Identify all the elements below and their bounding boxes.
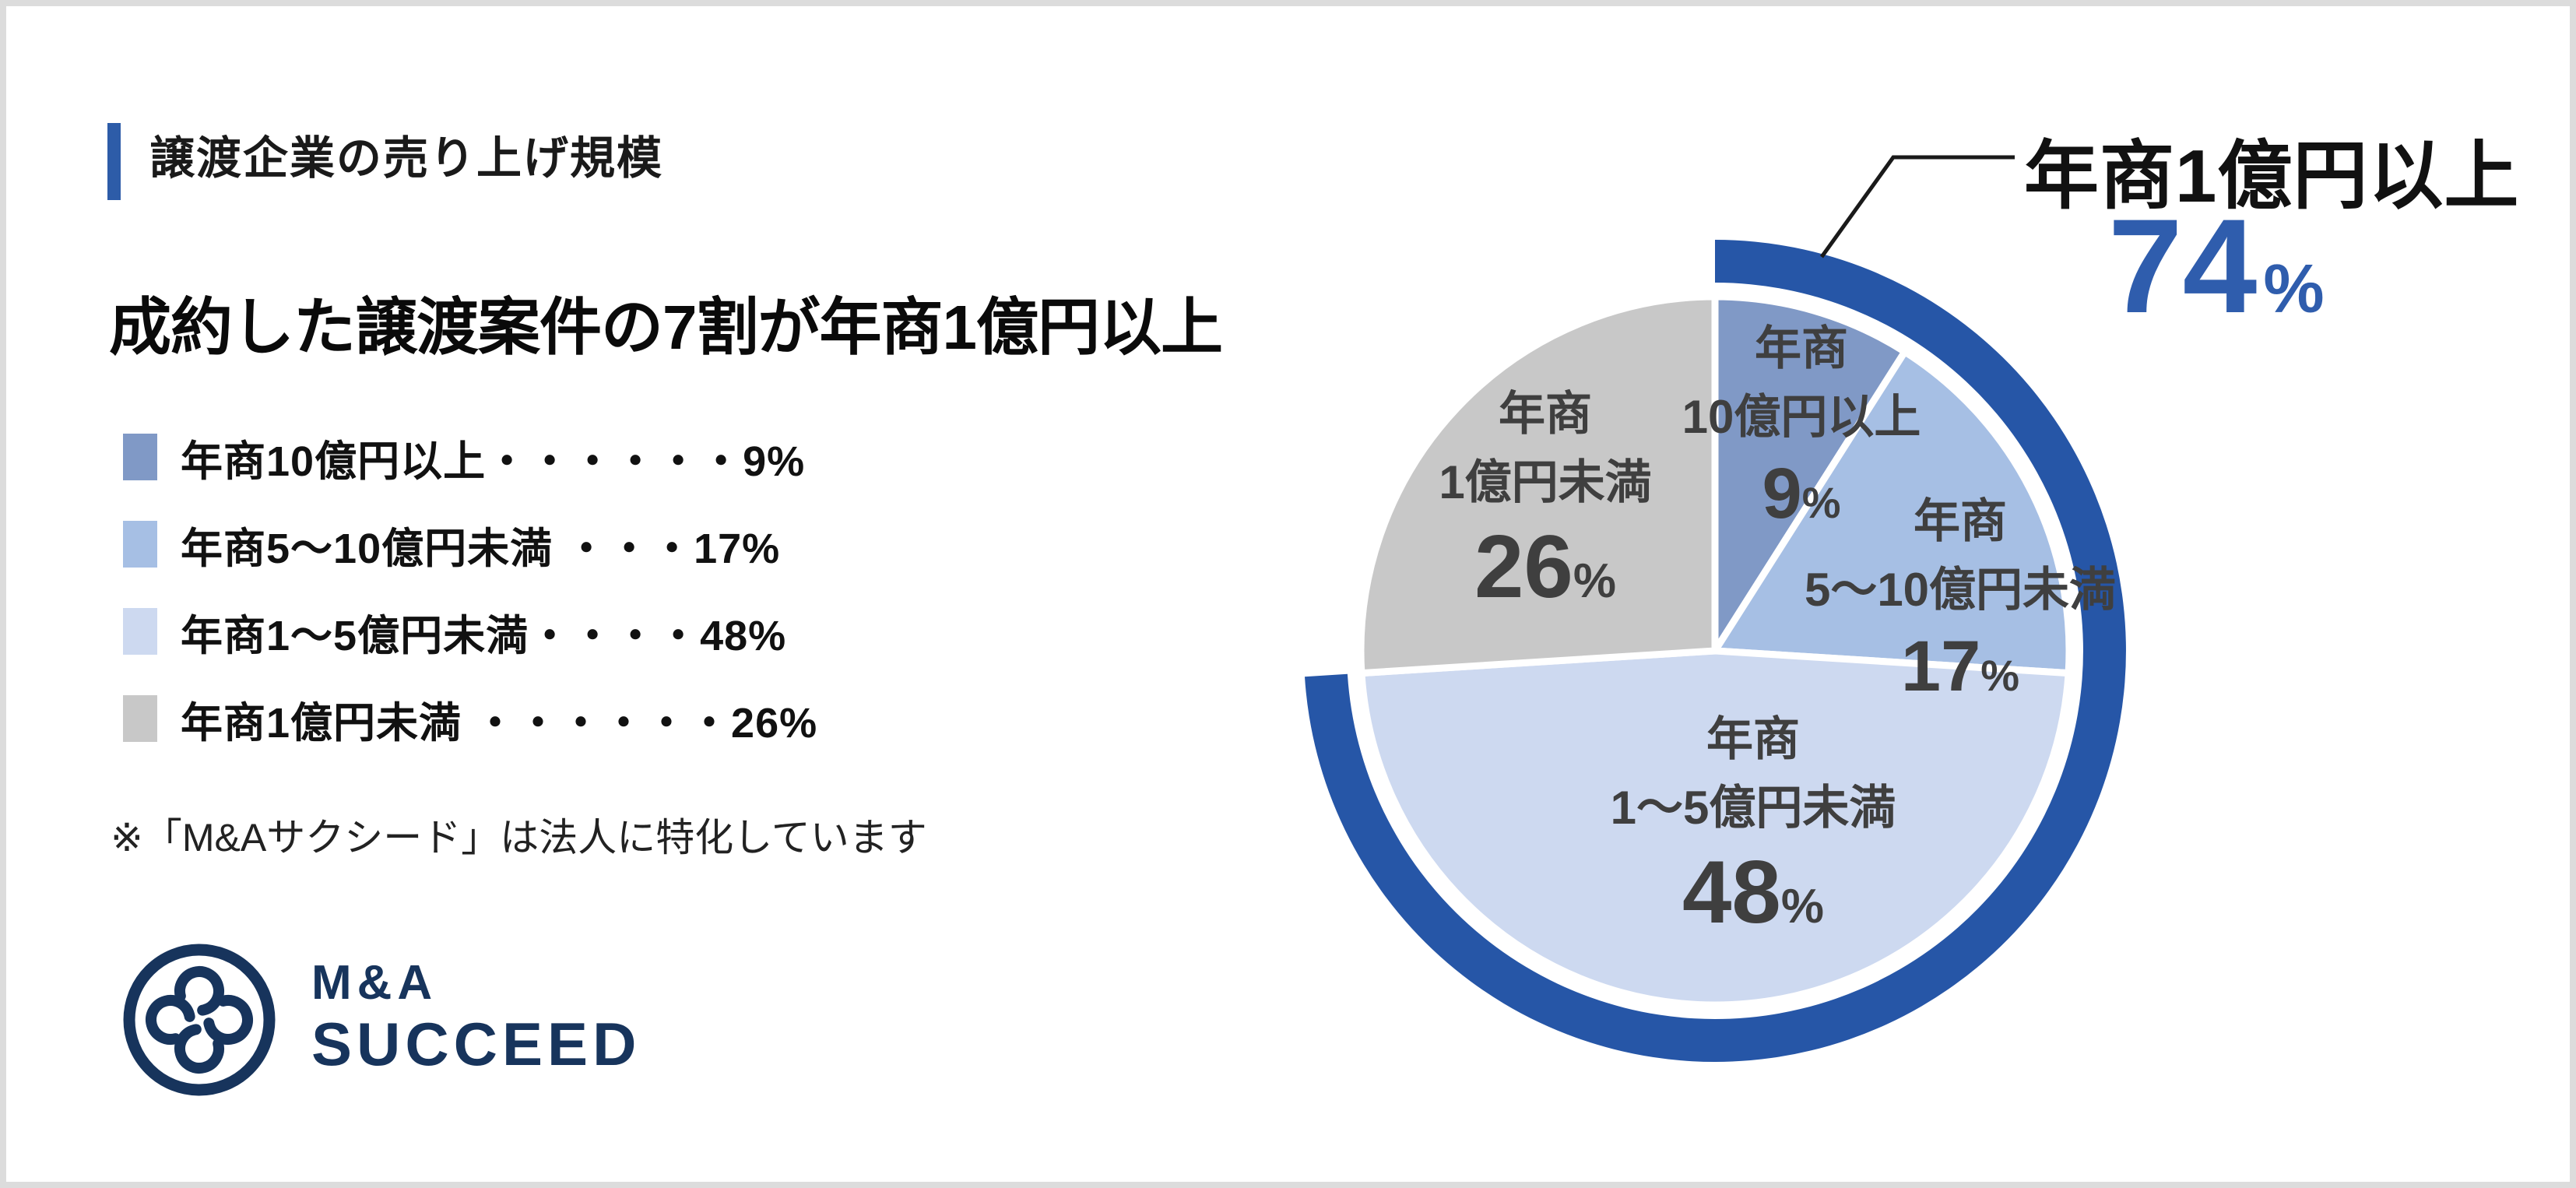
slice-value-number: 48 [1682, 843, 1781, 942]
slice-label-17pct: 年商 5〜10億円未満 17% [1805, 487, 2116, 702]
pie-chart: 年商 10億円以上 9% 年商 5〜10億円未満 17% 年商 1〜5億円未満 … [1304, 240, 2126, 1062]
page-title: 成約した譲渡案件の7割が年商1億円以上 [109, 293, 1223, 362]
slice-value-percent-sign: % [1980, 651, 2020, 700]
slice-label-line1: 年商 [1913, 495, 2007, 547]
legend: 年商10億円以上・・・・・・9% 年商5〜10億円未満 ・・・17% 年商1〜5… [123, 431, 817, 747]
pie-slice-10oku-ijo [1711, 293, 1909, 655]
pie-slice-1oku-miman [1357, 293, 1719, 677]
pie-slice-1-5oku [1358, 647, 2072, 1009]
legend-item: 年商1〜5億円未満・・・・48% [123, 606, 817, 659]
slice-value: 9% [1682, 458, 1921, 529]
slice-label-line2: 5〜10億円未満 [1804, 564, 2117, 616]
legend-item-label: 年商5〜10億円未満 ・・・17% [181, 525, 781, 572]
slice-label-9pct: 年商 10億円以上 9% [1682, 315, 1921, 529]
slice-value-number: 17 [1900, 627, 1981, 706]
header-accent-bar [107, 123, 121, 200]
slice-label-line2: 1億円未満 [1439, 456, 1652, 508]
brand-logo: M&A SUCCEED [121, 942, 641, 1098]
logo-wordmark: M&A SUCCEED [311, 942, 641, 1077]
logo-line2: SUCCEED [311, 1010, 641, 1079]
slice-value-percent-sign: % [1573, 554, 1616, 608]
callout-value-number: 74 [2108, 192, 2258, 341]
pie-chart-svg [1305, 240, 2126, 1062]
slice-value-number: 9 [1762, 454, 1802, 533]
slice-value: 48% [1611, 849, 1896, 937]
slice-label-line1: 年商 [1499, 388, 1592, 440]
legend-item: 年商1億円未満 ・・・・・・26% [123, 693, 817, 747]
slice-label-48pct: 年商 1〜5億円未満 48% [1611, 705, 1896, 937]
legend-item: 年商5〜10億円未満 ・・・17% [123, 518, 817, 572]
legend-item-label: 年商1億円未満 ・・・・・・26% [181, 699, 818, 747]
callout-value: 74 % [2108, 199, 2325, 333]
slice-label-line2: 10億円以上 [1682, 391, 1921, 443]
legend-swatch-icon [123, 521, 157, 568]
slice-value-percent-sign: % [1780, 880, 1824, 933]
callout-label: 年商1億円以上 [2024, 135, 2520, 218]
logo-line1: M&A [311, 956, 438, 1010]
slice-value: 26% [1439, 523, 1651, 612]
slice-label-line1: 年商 [1706, 713, 1800, 765]
slice-label-line1: 年商 [1755, 322, 1848, 374]
slice-label-line2: 1〜5億円未満 [1610, 782, 1896, 834]
legend-item: 年商10億円以上・・・・・・9% [123, 431, 817, 485]
callout-percent-sign: % [2263, 250, 2325, 327]
legend-item-label: 年商1〜5億円未満・・・・48% [181, 612, 787, 659]
slice-value-percent-sign: % [1801, 478, 1841, 527]
slice-label-26pct: 年商 1億円未満 26% [1439, 380, 1651, 612]
legend-swatch-icon [123, 434, 157, 480]
legend-swatch-icon [123, 695, 157, 742]
pie-slice-5-10oku [1711, 348, 2073, 677]
slice-value-number: 26 [1474, 518, 1573, 617]
slice-value: 17% [1805, 631, 2116, 702]
logo-knot-icon [123, 944, 276, 1096]
section-header: 譲渡企業の売り上げ規模 [149, 133, 664, 184]
legend-swatch-icon [123, 608, 157, 655]
legend-item-label: 年商10億円以上・・・・・・9% [181, 438, 806, 485]
footnote: ※「M&Aサクシード」は法人に特化しています [111, 816, 927, 859]
